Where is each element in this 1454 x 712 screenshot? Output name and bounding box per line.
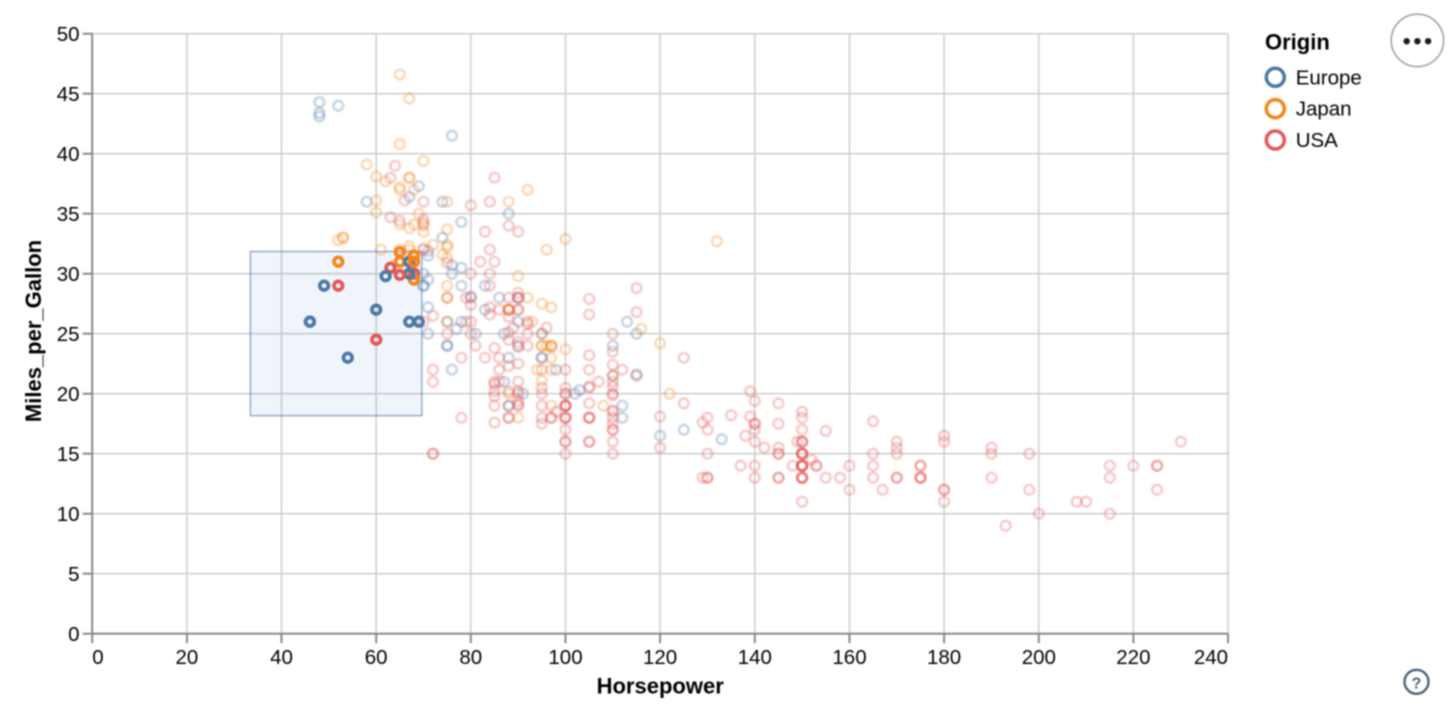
svg-text:Miles_per_Gallon: Miles_per_Gallon: [21, 240, 46, 422]
svg-text:20: 20: [57, 383, 80, 406]
svg-text:40: 40: [57, 143, 80, 166]
svg-text:10: 10: [57, 503, 80, 526]
svg-text:80: 80: [459, 646, 482, 669]
svg-text:20: 20: [175, 646, 198, 669]
svg-text:30: 30: [57, 263, 80, 286]
svg-text:Japan: Japan: [1296, 98, 1352, 121]
svg-text:0: 0: [92, 646, 103, 669]
svg-text:40: 40: [270, 646, 293, 669]
svg-text:50: 50: [57, 23, 80, 46]
svg-text:Horsepower: Horsepower: [597, 674, 725, 699]
svg-text:100: 100: [548, 646, 582, 669]
svg-text:45: 45: [57, 83, 80, 106]
svg-text:180: 180: [927, 646, 961, 669]
svg-text:60: 60: [365, 646, 388, 669]
svg-text:25: 25: [57, 323, 80, 346]
svg-text:220: 220: [1116, 646, 1150, 669]
svg-text:0: 0: [68, 623, 79, 646]
svg-text:200: 200: [1022, 646, 1056, 669]
svg-text:Europe: Europe: [1296, 66, 1362, 89]
svg-text:35: 35: [57, 203, 80, 226]
svg-text:5: 5: [68, 563, 79, 586]
svg-text:?: ?: [1412, 675, 1422, 692]
svg-text:120: 120: [643, 646, 677, 669]
svg-text:240: 240: [1194, 646, 1228, 669]
svg-text:Origin: Origin: [1265, 30, 1330, 55]
svg-text:160: 160: [832, 646, 866, 669]
svg-text:140: 140: [738, 646, 772, 669]
svg-text:USA: USA: [1296, 129, 1338, 152]
svg-text:15: 15: [57, 443, 80, 466]
